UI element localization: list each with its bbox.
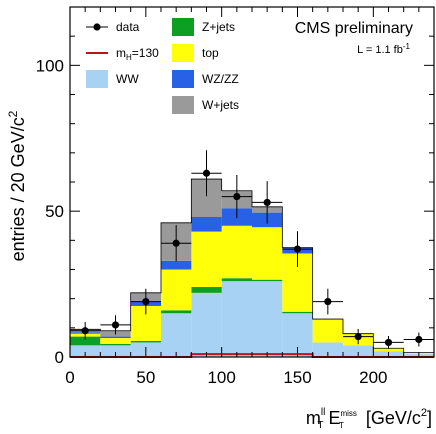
legend-item-data: data (86, 20, 140, 34)
legend: data mH=130 WW Z+jets top WZ/ZZ W+jets (86, 18, 239, 114)
data-point-4 (191, 150, 222, 197)
legend-item-top: top (172, 44, 219, 62)
bar-ww-3 (161, 313, 192, 357)
bar-z-jets-3 (161, 310, 192, 314)
y-tick-label-2: 100 (36, 56, 64, 75)
svg-text:WW: WW (116, 72, 139, 86)
bar-top-10 (373, 348, 404, 352)
bar-ww-6 (252, 281, 283, 357)
bar-top-1 (100, 338, 131, 344)
y-axis-title: entries / 20 GeV/c2 (6, 110, 28, 261)
data-point-11 (403, 332, 434, 347)
bar-ww-1 (100, 345, 131, 357)
data-point-7 (282, 231, 313, 267)
bar-top-6 (252, 227, 283, 280)
x-tick-label-1: 50 (136, 368, 155, 387)
data-points (70, 150, 434, 349)
bar-ww-4 (191, 292, 222, 357)
bar-top-5 (221, 225, 252, 279)
data-point-6 (252, 181, 283, 224)
data-point-9 (343, 329, 374, 345)
bar-z-jets-7 (282, 311, 313, 314)
bar-ww-5 (221, 281, 252, 357)
y-tick-label-1: 50 (45, 202, 64, 221)
y-tick-label-0: 0 (55, 348, 64, 367)
data-point-5 (221, 175, 252, 219)
data-point-0 (70, 322, 101, 340)
legend-item-ww: WW (86, 70, 139, 88)
svg-text:mH=130: mH=130 (116, 46, 159, 62)
bar-wz-zz-4 (191, 217, 222, 232)
data-point-1 (100, 315, 131, 335)
legend-item-w-jets: W+jets (172, 96, 239, 114)
bar-z-jets-6 (252, 279, 283, 282)
svg-text:WZ/ZZ: WZ/ZZ (202, 72, 239, 86)
data-point-8 (312, 288, 343, 315)
bar-wz-zz-3 (161, 260, 192, 270)
bar-top-4 (191, 231, 222, 287)
x-tick-label-3: 150 (283, 368, 311, 387)
bar-ww-8 (312, 342, 343, 357)
x-tick-label-0: 0 (65, 368, 74, 387)
bar-top-8 (312, 319, 343, 343)
cms-label: CMS preliminary (295, 20, 413, 37)
bar-ww-9 (343, 345, 374, 357)
svg-text:Z+jets: Z+jets (202, 20, 235, 34)
axis-ticks: 0 50 100 150 200 0 50 100 (36, 6, 435, 387)
lumi-label: L = 1.1 fb-1 (357, 42, 410, 56)
svg-text:W+jets: W+jets (202, 98, 239, 112)
legend-item-wz-zz: WZ/ZZ (172, 70, 239, 88)
x-axis-title: mll T Emiss T [GeV/c2] (306, 407, 432, 431)
data-point-10 (373, 336, 404, 349)
bar-top-3 (161, 269, 192, 311)
bar-z-jets-0 (70, 336, 101, 346)
svg-text:data: data (116, 20, 140, 34)
bar-wz-zz-1 (100, 336, 131, 339)
data-point-3 (161, 225, 192, 262)
x-tick-label-2: 100 (207, 368, 235, 387)
stacked-histogram (69, 178, 435, 357)
svg-text:top: top (202, 46, 219, 60)
bar-z-jets-2 (130, 340, 161, 343)
stack-total-outline (69, 178, 435, 357)
x-tick-label-4: 200 (359, 368, 387, 387)
legend-item-m-130: mH=130 (86, 46, 159, 62)
legend-item-z-jets: Z+jets (172, 18, 235, 36)
data-point-2 (130, 288, 161, 315)
bar-z-jets-1 (100, 343, 131, 346)
bar-z-jets-5 (221, 278, 252, 282)
bar-ww-0 (70, 345, 101, 357)
bar-z-jets-4 (191, 287, 222, 293)
